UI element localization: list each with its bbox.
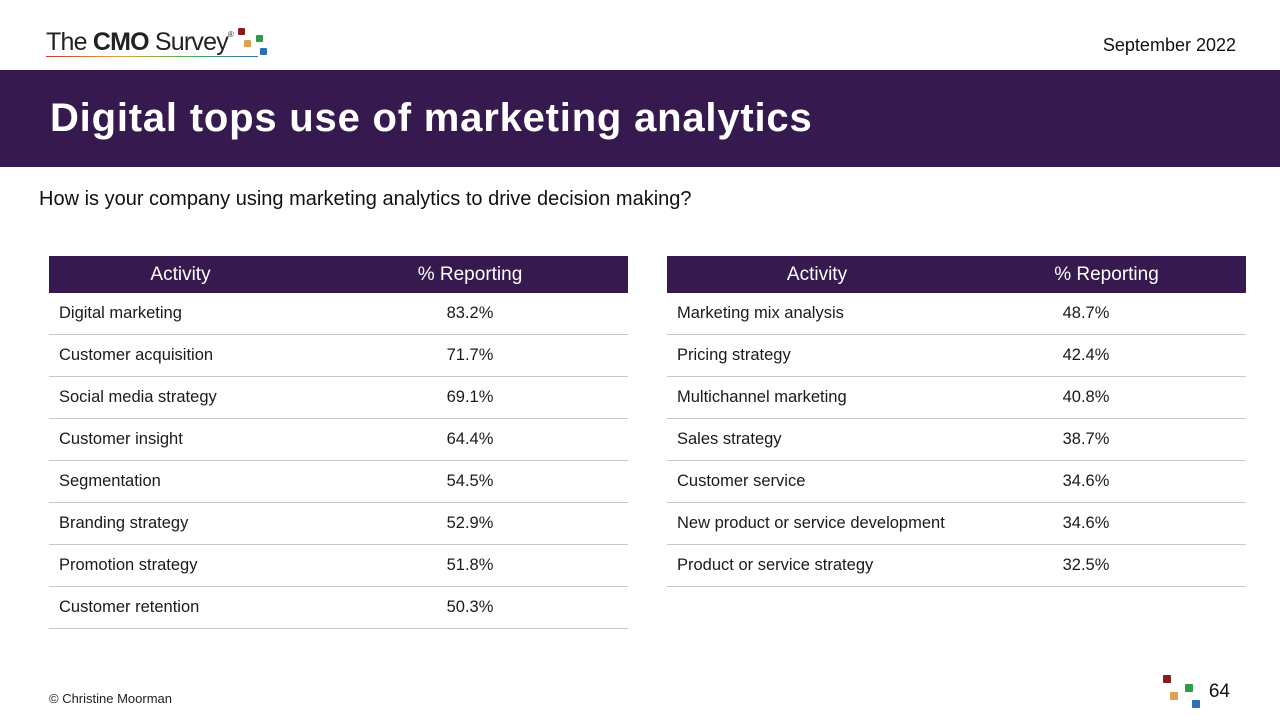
table-row: Customer retention 50.3%	[49, 587, 628, 629]
logo-wordmark: The CMO Survey®	[46, 28, 234, 57]
activity-cell: Pricing strategy	[677, 346, 791, 364]
table-row: New product or service development 34.6%	[667, 503, 1246, 545]
logo-text-the: The	[46, 28, 93, 56]
footer-square-green-icon	[1185, 684, 1193, 692]
activity-cell: Multichannel marketing	[677, 388, 847, 406]
column-header-activity: Activity	[786, 263, 848, 285]
logo-registered-mark: ®	[227, 30, 234, 39]
table-header: Activity % Reporting	[49, 256, 628, 293]
table-row: Digital marketing 83.2%	[49, 293, 628, 335]
percent-cell: 51.8%	[446, 556, 494, 574]
logo-square-red-icon	[238, 28, 245, 35]
table-row: Branding strategy 52.9%	[49, 503, 628, 545]
table-row: Multichannel marketing 40.8%	[667, 377, 1246, 419]
column-header-reporting: % Reporting	[1054, 263, 1159, 285]
activity-cell: Marketing mix analysis	[677, 304, 844, 322]
logo-text-cmo: CMO	[92, 28, 150, 56]
percent-cell: 64.4%	[446, 430, 494, 448]
logo-underline	[46, 56, 258, 57]
report-date: September 2022	[1102, 35, 1236, 55]
logo-square-orange-icon	[244, 40, 251, 47]
activity-table-right: Activity % Reporting Marketing mix analy…	[667, 256, 1246, 587]
column-header-activity: Activity	[150, 263, 211, 285]
activity-cell: New product or service development	[677, 514, 945, 532]
activity-cell: Customer acquisition	[59, 346, 214, 364]
activity-cell: Sales strategy	[677, 430, 782, 448]
table-row: Customer service 34.6%	[667, 461, 1246, 503]
table-row: Promotion strategy 51.8%	[49, 545, 628, 587]
activity-cell: Digital marketing	[59, 304, 182, 322]
logo-square-green-icon	[256, 35, 263, 42]
percent-cell: 69.1%	[446, 388, 494, 406]
percent-cell: 71.7%	[446, 346, 494, 364]
page-title: Digital tops use of marketing analytics	[50, 96, 813, 140]
percent-cell: 32.5%	[1062, 556, 1110, 574]
table-row: Product or service strategy 32.5%	[667, 545, 1246, 587]
percent-cell: 52.9%	[446, 514, 494, 532]
percent-cell: 40.8%	[1062, 388, 1110, 406]
activity-cell: Branding strategy	[59, 514, 189, 532]
footer-square-blue-icon	[1192, 700, 1200, 708]
activity-cell: Customer retention	[59, 598, 200, 616]
logo-square-blue-icon	[260, 48, 267, 55]
table-header: Activity % Reporting	[667, 256, 1246, 293]
table-row: Customer insight 64.4%	[49, 419, 628, 461]
footer-square-orange-icon	[1170, 692, 1178, 700]
copyright-footer: © Christine Moorman	[49, 691, 173, 706]
title-banner: Digital tops use of marketing analytics	[0, 70, 1280, 167]
page-number: 64	[1208, 681, 1230, 702]
table-row: Sales strategy 38.7%	[667, 419, 1246, 461]
percent-cell: 42.4%	[1062, 346, 1110, 364]
activity-cell: Segmentation	[59, 472, 161, 490]
column-header-reporting: % Reporting	[417, 263, 523, 285]
activity-table-left: Activity % Reporting Digital marketing 83…	[49, 256, 628, 629]
logo-text-survey: Survey	[148, 28, 229, 56]
activity-cell: Product or service strategy	[677, 556, 874, 574]
table-row: Pricing strategy 42.4%	[667, 335, 1246, 377]
table-row: Social media strategy 69.1%	[49, 377, 628, 419]
percent-cell: 34.6%	[1062, 472, 1110, 490]
survey-question: How is your company using marketing anal…	[39, 188, 692, 210]
percent-cell: 38.7%	[1062, 430, 1110, 448]
cmo-survey-logo: The CMO Survey®	[46, 26, 276, 62]
activity-cell: Promotion strategy	[59, 556, 198, 574]
table-row: Segmentation 54.5%	[49, 461, 628, 503]
percent-cell: 54.5%	[446, 472, 494, 490]
activity-cell: Social media strategy	[59, 388, 217, 406]
activity-cell: Customer insight	[59, 430, 183, 448]
percent-cell: 83.2%	[446, 304, 494, 322]
percent-cell: 34.6%	[1062, 514, 1110, 532]
table-row: Marketing mix analysis 48.7%	[667, 293, 1246, 335]
activity-cell: Customer service	[677, 472, 806, 490]
footer-square-red-icon	[1163, 675, 1171, 683]
table-row: Customer acquisition 71.7%	[49, 335, 628, 377]
percent-cell: 48.7%	[1062, 304, 1110, 322]
percent-cell: 50.3%	[446, 598, 494, 616]
